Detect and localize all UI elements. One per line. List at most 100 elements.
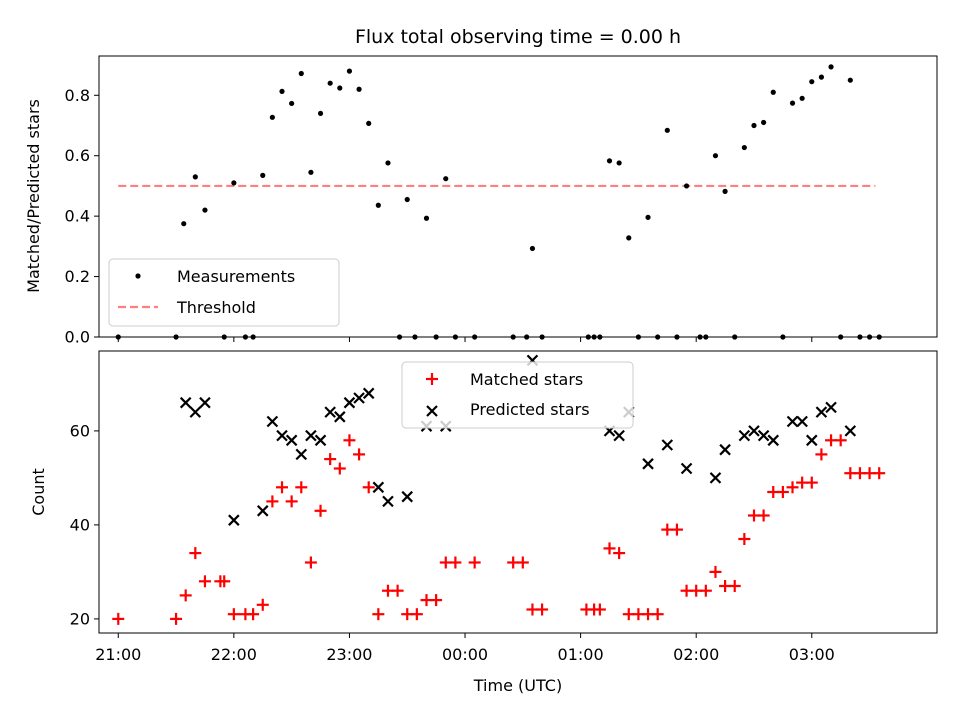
matched-star-point <box>728 580 741 592</box>
predicted-star-point <box>334 411 346 423</box>
top-panel: Flux total observing time = 0.00 h Match… <box>24 26 938 347</box>
matched-star-point <box>709 565 722 578</box>
predicted-star-point <box>796 415 808 428</box>
measurement-point <box>664 127 670 133</box>
predicted-star-point <box>786 415 799 428</box>
predicted-star-point <box>295 448 308 461</box>
matched-star-point <box>430 594 443 607</box>
legend-measurements-label: Measurements <box>177 267 295 286</box>
bottom-xtick-label: 01:00 <box>558 645 604 664</box>
measurement-point <box>202 207 208 213</box>
bottom-xtick-label: 22:00 <box>211 645 257 664</box>
predicted-star-point <box>353 392 365 404</box>
matched-star-point <box>805 476 818 489</box>
measurement-point <box>828 64 834 70</box>
measurement-point <box>722 188 728 194</box>
matched-star-point <box>372 608 385 621</box>
matched-star-point <box>295 481 308 494</box>
predicted-star-point <box>276 429 288 442</box>
matched-star-point <box>285 495 298 508</box>
predicted-star-point <box>661 439 674 451</box>
predicted-star-point <box>343 396 356 409</box>
matched-star-point <box>873 467 886 480</box>
matched-star-point <box>170 612 183 625</box>
predicted-star-point <box>382 495 394 508</box>
top-ytick-label: 0.0 <box>65 328 90 347</box>
measurement-point <box>770 89 776 95</box>
bottom-ytick-label: 20 <box>70 609 90 628</box>
predicted-star-point <box>285 434 298 447</box>
bottom-xtick-label: 02:00 <box>673 645 719 664</box>
bottom-legend: Matched stars Predicted stars <box>401 361 634 429</box>
measurement-point <box>606 158 613 164</box>
predicted-star-point <box>314 434 327 447</box>
measurement-point <box>337 85 343 91</box>
measurement-point <box>366 120 372 126</box>
matched-star-point <box>651 608 664 621</box>
measurement-point <box>375 202 381 208</box>
matched-star-point <box>112 612 125 625</box>
predicted-star-point <box>266 415 279 428</box>
matched-star-point <box>189 547 202 560</box>
predicted-star-point <box>709 472 722 484</box>
measurement-point <box>404 196 410 203</box>
measurement-point <box>356 86 362 92</box>
measurement-point <box>818 74 825 80</box>
predicted-star-point <box>324 406 336 418</box>
matched-star-point <box>218 575 231 588</box>
top-title: Flux total observing time = 0.00 h <box>355 26 681 48</box>
measurement-point <box>683 183 690 189</box>
predicted-star-point <box>401 490 414 503</box>
matched-star-point <box>314 504 327 517</box>
predicted-star-point <box>256 505 269 517</box>
legend-measurements-marker <box>135 273 141 279</box>
legend-predicted-marker <box>426 405 438 417</box>
top-ytick-label: 0.2 <box>65 267 90 286</box>
bottom-ylabel: Count <box>29 468 48 516</box>
predicted-star-point <box>844 425 857 437</box>
matched-star-point <box>304 556 317 569</box>
bottom-panel: Count Time (UTC) 20 40 60 21:00 22:00 23:00 00… <box>29 350 938 695</box>
top-ytick-label: 0.6 <box>65 146 90 165</box>
measurement-point <box>626 235 632 241</box>
matched-star-point <box>449 556 462 569</box>
measurement-point <box>616 160 622 166</box>
bottom-xtick-label: 21:00 <box>95 645 141 664</box>
matched-star-point <box>738 533 751 545</box>
measurement-point <box>192 174 198 180</box>
measurement-point <box>712 153 719 159</box>
matched-star-point <box>353 448 366 461</box>
matched-star-point <box>603 542 616 555</box>
matched-star-point <box>613 547 626 560</box>
measurement-point <box>327 80 333 86</box>
measurement-point <box>809 79 815 85</box>
predicted-star-point <box>189 406 202 418</box>
top-ylabel: Matched/Predicted stars <box>24 99 43 293</box>
matched-star-point <box>786 481 799 494</box>
matched-star-point <box>179 589 192 602</box>
matched-star-point <box>324 453 337 466</box>
predicted-star-point <box>613 429 625 442</box>
matched-star-point <box>593 603 606 616</box>
predicted-star-point <box>372 481 385 494</box>
measurement-point <box>385 160 391 166</box>
legend-matched-marker <box>426 373 438 385</box>
measurement-point <box>423 215 430 221</box>
matched-star-point <box>834 434 847 447</box>
top-ytick-label: 0.4 <box>65 207 90 226</box>
predicted-star-point <box>738 429 751 442</box>
predicted-star-point <box>748 425 760 437</box>
bottom-xtick-label: 00:00 <box>442 645 488 664</box>
matched-star-point <box>343 434 356 447</box>
bottom-xtick-label: 03:00 <box>789 645 835 664</box>
measurement-point <box>789 100 796 106</box>
predicted-star-point <box>806 434 818 447</box>
matched-star-point <box>362 481 375 494</box>
measurement-point <box>529 245 536 252</box>
top-legend: Measurements Threshold <box>108 258 340 327</box>
top-legend-box <box>108 258 340 327</box>
measurement-point <box>269 114 275 120</box>
bottom-axes-frame <box>98 350 938 634</box>
predicted-star-point <box>767 434 780 447</box>
